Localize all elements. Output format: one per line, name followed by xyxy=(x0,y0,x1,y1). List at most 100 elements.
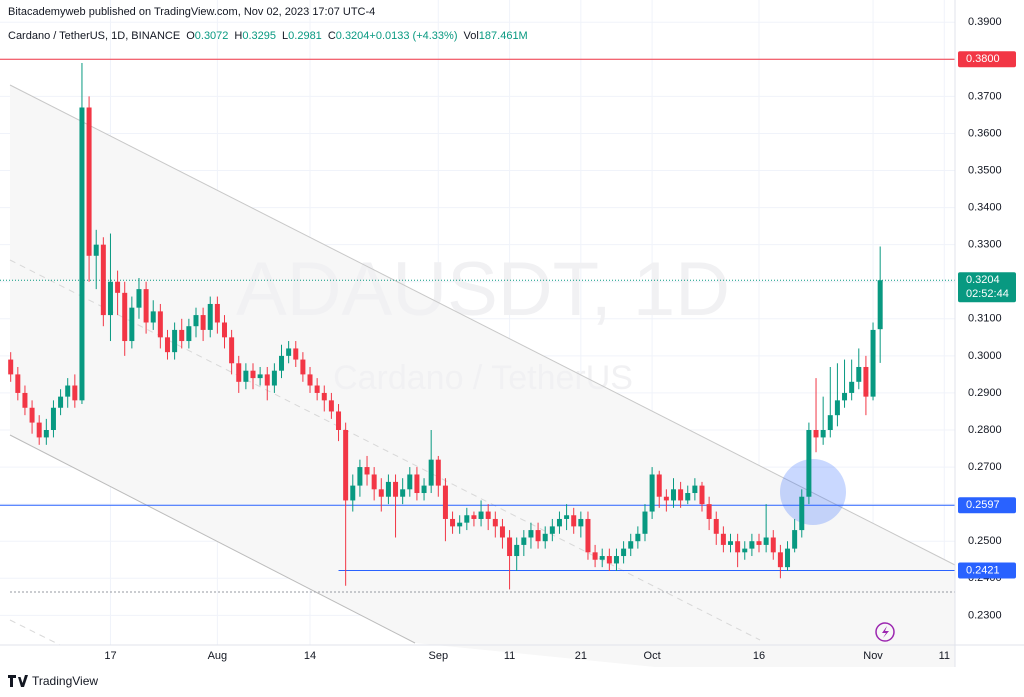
candle-body xyxy=(200,315,206,330)
candle-body xyxy=(8,359,14,375)
footer-brand: TradingView xyxy=(32,674,98,688)
candle-body xyxy=(606,556,612,564)
watermark-subtitle: Cardano / TetherUS xyxy=(333,359,633,397)
candle-body xyxy=(692,485,698,494)
candle-body xyxy=(756,541,762,545)
candle-body xyxy=(214,303,220,323)
candle-body xyxy=(286,348,292,356)
candle-body xyxy=(706,504,712,519)
x-tick-label: 11 xyxy=(939,650,950,662)
candle-body xyxy=(407,474,413,490)
candle-body xyxy=(499,526,505,538)
y-tick-label: 0.2800 xyxy=(968,424,1002,436)
candle-body xyxy=(378,489,384,497)
candle-body xyxy=(86,107,92,256)
candle-body xyxy=(735,541,741,553)
candle-body xyxy=(599,556,605,560)
candle-body xyxy=(357,467,363,486)
candle-body xyxy=(613,556,619,564)
candle-body xyxy=(271,370,277,386)
candle-body xyxy=(813,430,819,438)
trend-line-mid xyxy=(9,619,61,646)
candle-body xyxy=(343,430,349,501)
candle-body xyxy=(115,281,121,293)
candle-body xyxy=(564,515,570,519)
price-label: 0.3204 xyxy=(966,274,1000,286)
y-tick-label: 0.2300 xyxy=(968,609,1002,621)
candle-body xyxy=(236,363,242,382)
candle-body xyxy=(656,474,662,497)
x-tick-label: 14 xyxy=(304,650,316,662)
legend-value: +0.0133 (+4.33%) xyxy=(369,30,457,42)
y-tick-label: 0.3500 xyxy=(968,164,1002,176)
candle-body xyxy=(870,329,876,397)
candle-body xyxy=(464,515,470,523)
legend-value: 0.3295 xyxy=(242,30,276,42)
candle-body xyxy=(649,474,655,512)
candle-body xyxy=(300,359,306,375)
candle-body xyxy=(36,422,42,438)
candle-body xyxy=(164,337,170,353)
candle-body xyxy=(157,311,163,338)
candle-body xyxy=(257,374,263,379)
y-tick-label: 0.3700 xyxy=(968,90,1002,102)
candle-body xyxy=(207,303,213,330)
candle-body xyxy=(535,530,541,542)
trend-line xyxy=(9,84,956,566)
candle-body xyxy=(29,407,35,423)
candle-body xyxy=(770,537,776,553)
candle-body xyxy=(100,244,106,316)
candle-body xyxy=(799,496,805,531)
candle-body xyxy=(585,518,591,553)
candle-body xyxy=(728,541,734,545)
trend-line xyxy=(9,434,416,644)
candle-body xyxy=(328,400,334,412)
candle-body xyxy=(279,355,285,371)
candle-body xyxy=(50,407,56,430)
candle-body xyxy=(556,518,562,527)
candle-body xyxy=(43,430,49,438)
candle-body xyxy=(542,533,548,542)
y-tick-label: 0.3300 xyxy=(968,239,1002,251)
candle-body xyxy=(549,526,555,534)
candle-body xyxy=(834,400,840,416)
candle-body xyxy=(172,329,178,353)
candle-body xyxy=(685,493,691,501)
candle-body xyxy=(621,548,627,557)
x-tick-label: 11 xyxy=(504,650,515,662)
candle-body xyxy=(393,481,399,497)
y-tick-label: 0.3400 xyxy=(968,201,1002,213)
logo xyxy=(8,675,28,687)
axes: 0.23000.24000.25000.26000.27000.28000.29… xyxy=(104,16,1016,662)
candle-body xyxy=(136,289,142,308)
legend: Cardano / TetherUS, 1D, BINANCE O0.3072 H0… xyxy=(8,30,528,42)
price-label-box xyxy=(958,497,1016,514)
footer-bar xyxy=(0,667,1024,697)
legend-label: Vol xyxy=(464,30,479,42)
candle-body xyxy=(528,530,534,538)
candle-body xyxy=(364,467,370,475)
candle-body xyxy=(820,430,826,438)
legend-value: 187.461M xyxy=(479,30,528,42)
watermark: ADAUSDT, 1D xyxy=(236,247,730,332)
candle-body xyxy=(179,329,185,342)
candle-body xyxy=(321,392,327,401)
candle-body xyxy=(442,485,448,519)
candle-body xyxy=(628,541,634,549)
candle-body xyxy=(877,280,883,330)
candle-body xyxy=(293,348,299,360)
candle-body xyxy=(806,430,812,497)
candle-body xyxy=(400,489,406,497)
x-tick-label: Oct xyxy=(644,650,661,662)
legend-value: 0.3072 xyxy=(195,30,229,42)
candle-body xyxy=(350,485,356,501)
y-tick-label: 0.2700 xyxy=(968,461,1002,473)
channel-fill xyxy=(10,85,955,697)
candle-body xyxy=(863,366,869,397)
trend-line-mid xyxy=(9,259,761,641)
candle-body xyxy=(435,459,441,486)
candle-body xyxy=(713,518,719,534)
y-tick-label: 0.2500 xyxy=(968,535,1002,547)
candle-body xyxy=(856,366,862,382)
candle-body xyxy=(749,541,755,549)
